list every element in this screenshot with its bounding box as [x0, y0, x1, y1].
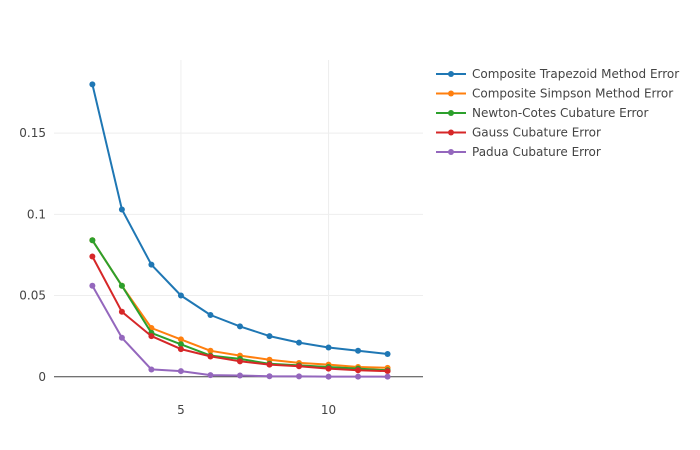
data-point[interactable] [296, 373, 303, 380]
data-point[interactable] [118, 206, 125, 213]
data-point[interactable] [266, 361, 273, 368]
data-point[interactable] [207, 312, 214, 319]
data-point[interactable] [384, 373, 391, 380]
data-point[interactable] [177, 336, 184, 343]
data-point[interactable] [177, 346, 184, 353]
grid-lines [54, 60, 423, 380]
legend-swatch-marker [448, 149, 454, 155]
data-point[interactable] [384, 368, 391, 375]
data-point[interactable] [89, 237, 96, 244]
series-composite-simpson-method-error [89, 237, 391, 371]
data-point[interactable] [207, 353, 214, 360]
data-point[interactable] [296, 363, 303, 370]
data-point[interactable] [355, 367, 362, 374]
y-tick-label: 0 [38, 370, 46, 384]
legend-label: Composite Simpson Method Error [472, 87, 673, 101]
data-point[interactable] [177, 368, 184, 375]
series-line [91, 84, 388, 355]
legend-label: Composite Trapezoid Method Error [472, 67, 679, 81]
data-point[interactable] [118, 334, 125, 341]
legend-item[interactable]: Padua Cubature Error [436, 145, 601, 159]
series-padua-cubature-error [89, 282, 391, 380]
data-point[interactable] [177, 341, 184, 348]
legend-item[interactable]: Composite Trapezoid Method Error [436, 67, 679, 81]
legend-label: Padua Cubature Error [472, 145, 601, 159]
legend-item[interactable]: Newton-Cotes Cubature Error [436, 106, 648, 120]
data-point[interactable] [89, 253, 96, 260]
x-tick-label: 5 [177, 403, 185, 417]
data-point[interactable] [236, 372, 243, 379]
data-point[interactable] [207, 372, 214, 379]
legend[interactable]: Composite Trapezoid Method Error Composit… [436, 67, 679, 159]
series-layer [89, 81, 391, 380]
data-point[interactable] [384, 351, 391, 358]
data-point[interactable] [148, 261, 155, 268]
data-point[interactable] [89, 282, 96, 289]
legend-swatch-marker [448, 71, 454, 77]
data-point[interactable] [148, 333, 155, 340]
y-tick-label: 0.1 [27, 207, 46, 221]
data-point[interactable] [236, 358, 243, 365]
series-gauss-cubature-error [89, 253, 391, 375]
axes: 0 0.05 0.1 0.15 5 10 [19, 126, 423, 417]
data-point[interactable] [355, 347, 362, 354]
series-composite-trapezoid-method-error [89, 81, 391, 358]
y-tick-label: 0.15 [19, 126, 46, 140]
legend-item[interactable]: Composite Simpson Method Error [436, 87, 673, 101]
legend-swatch-marker [448, 110, 454, 116]
data-point[interactable] [89, 81, 96, 88]
data-point[interactable] [325, 365, 332, 372]
legend-label: Gauss Cubature Error [472, 126, 601, 140]
data-point[interactable] [177, 292, 184, 299]
data-point[interactable] [325, 344, 332, 351]
x-tick-label: 10 [321, 403, 336, 417]
legend-label: Newton-Cotes Cubature Error [472, 106, 648, 120]
data-point[interactable] [148, 366, 155, 373]
data-point[interactable] [266, 333, 273, 340]
data-point[interactable] [236, 323, 243, 330]
legend-swatch-marker [448, 90, 454, 97]
legend-swatch-marker [448, 129, 454, 136]
data-point[interactable] [296, 339, 303, 346]
data-point[interactable] [207, 347, 214, 354]
data-point[interactable] [325, 373, 332, 380]
y-tick-label: 0.05 [19, 289, 46, 303]
data-point[interactable] [118, 282, 125, 289]
data-point[interactable] [355, 373, 362, 380]
data-point[interactable] [118, 308, 125, 315]
legend-item[interactable]: Gauss Cubature Error [436, 126, 601, 140]
data-point[interactable] [266, 373, 273, 380]
